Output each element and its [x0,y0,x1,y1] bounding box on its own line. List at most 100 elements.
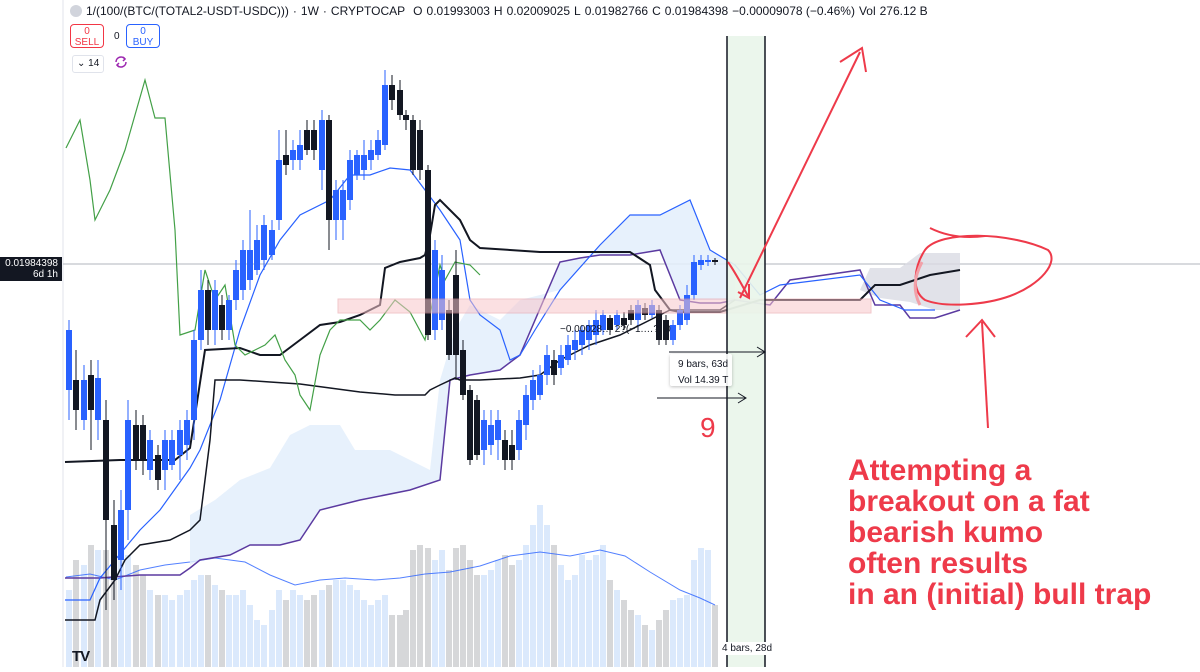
volume-bar [226,595,232,667]
volume-histogram [66,505,718,667]
volume-bar [691,560,697,667]
candle-body [516,420,522,450]
candle-body [290,150,296,160]
candle-body [389,85,395,100]
candle-body [276,160,282,220]
volume-bar [375,600,381,667]
candle-body [551,360,557,375]
volume-bar [88,545,94,667]
kumo-circle-highlight [914,227,1053,306]
volume-bar [118,540,124,667]
volume-bar [261,625,267,667]
volume-bar [523,545,529,667]
volume-bar [397,615,403,667]
candle-body [254,240,260,270]
volume-bar [551,545,557,667]
candle-body [177,430,183,455]
candle-body [155,455,161,480]
candle-body [162,440,168,470]
current-price-tag: 0.01984398 6d 1h [0,257,62,281]
volume-bar [276,590,282,667]
volume-bar [81,565,87,667]
sell-button[interactable]: 0 SELL [70,24,104,48]
volume-bar [319,590,325,667]
volume-bar [140,575,146,667]
sync-icon[interactable] [113,54,129,70]
buy-button[interactable]: 0 BUY [126,24,160,48]
symbol-legend[interactable]: 1/(100/(BTC/(TOTAL2-USDT-USDC))) · 1W · … [70,4,928,18]
volume-bar [656,620,662,667]
candle-body [572,340,578,350]
candle-body [705,260,711,262]
candle-body [425,170,431,335]
volume-bar [184,590,190,667]
candle-body [347,160,353,200]
candle-body [95,378,101,420]
volume-value: 276.12 B [879,4,928,18]
volume-bar [593,555,599,667]
candlestick-series [66,70,718,610]
candle-body [326,120,332,220]
volume-bar [712,605,718,667]
volume-bar [446,570,452,667]
volume-bar [705,550,711,667]
candle-body [240,250,246,290]
volume-bar [453,548,459,667]
volume-bar [467,560,473,667]
volume-bar [439,550,445,667]
volume-bar [73,560,79,667]
volume-bar [579,555,585,667]
sell-price: 0 [84,26,90,37]
volume-bar [155,595,161,667]
candle-body [600,315,606,330]
candle-body [304,130,310,150]
volume-bar [663,610,669,667]
candle-body [593,320,599,335]
candle-body [397,90,403,115]
volume-bar [347,585,353,667]
indicator-count: 14 [88,58,100,69]
kumo-cloud [190,200,735,565]
volume-bar [354,590,360,667]
candle-body [628,310,634,320]
volume-bar [147,590,153,667]
candle-body [607,318,613,330]
volume-bar [368,605,374,667]
tradingview-logo[interactable]: TV [72,648,90,665]
candle-body [670,325,676,340]
bar-countdown: 6d 1h [32,269,58,280]
volume-bar [297,595,303,667]
bottom-range-label: 4 bars, 28d [720,642,775,655]
candle-body [698,260,704,265]
candle-body [558,355,564,368]
candle-body [269,230,275,255]
candle-body [125,420,131,510]
volume-bar [586,560,592,667]
candle-body [439,270,445,320]
volume-bar [410,550,416,667]
candle-body [73,380,79,410]
candle-body [340,190,346,220]
candle-body [311,130,317,150]
candle-body [579,330,585,345]
chevron-down-icon: ⌄ [77,58,86,69]
candle-body [410,120,416,170]
candle-body [509,445,515,460]
info-icon[interactable] [70,5,82,17]
indicators-toggle[interactable]: ⌄ 14 [72,55,105,73]
volume-bar [66,590,72,667]
tenkan-line [65,299,736,621]
candle-body [495,420,501,440]
volume-bar [283,600,289,667]
symbol-name[interactable]: 1/(100/(BTC/(TOTAL2-USDT-USDC))) [86,4,289,18]
volume-bar [247,605,253,667]
candle-body [361,155,367,170]
resistance-zone [337,298,872,314]
candle-body [140,425,146,460]
candle-body [586,325,592,340]
candle-body [375,140,381,155]
volume-bar [600,545,606,667]
volume-bar [389,615,395,667]
